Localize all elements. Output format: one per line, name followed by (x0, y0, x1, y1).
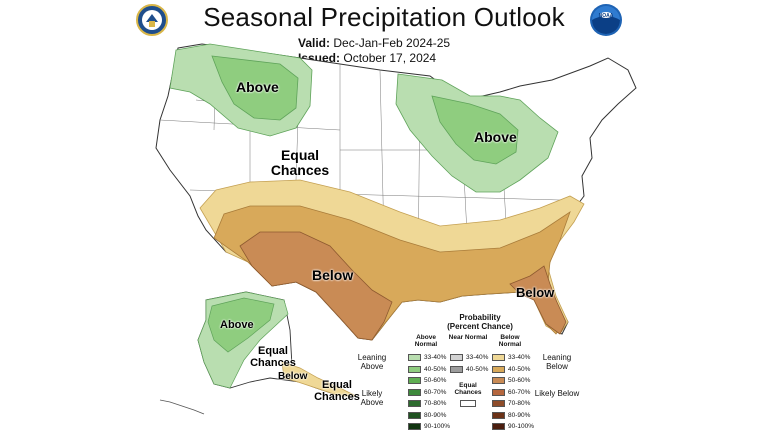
legend-below-swatch (492, 400, 505, 407)
label-ak-equal2-line2: Chances (314, 390, 360, 403)
legend-below-label: 33-40% (508, 354, 531, 361)
label-ak-equal-line2: Chances (250, 356, 296, 369)
label-below-texas: Below (312, 267, 354, 283)
label-ak-equal2-line1: Equal (322, 379, 352, 391)
legend-col-near: Near Normal (448, 334, 488, 341)
legend-below-swatch (492, 423, 505, 430)
valid-line: Valid: Dec-Jan-Feb 2024-25 (298, 36, 450, 50)
legend-below-label: 50-60% (508, 377, 531, 384)
map-title: Seasonal Precipitation Outlook (203, 2, 565, 32)
legend-likely-below: Likely Below (534, 389, 580, 398)
label-ak-equal-chances-2: Equal Chances (312, 379, 362, 403)
legend-col-below: Below Normal (498, 334, 522, 348)
label-equal-line2: Chances (270, 161, 330, 178)
legend-above-label: 33-40% (424, 354, 447, 361)
legend-likely-above: Likely Above (360, 389, 384, 407)
legend-near-swatch (450, 354, 463, 361)
valid-value: Dec-Jan-Feb 2024-25 (333, 36, 451, 50)
legend-above-label: 70-80% (424, 400, 447, 407)
legend-below-label: 70-80% (508, 400, 531, 407)
legend-below-swatch (492, 388, 505, 396)
legend-below-swatch (492, 377, 505, 384)
legend-equal-chances-label: Equal Chances (454, 382, 482, 397)
valid-label: Valid: (298, 36, 331, 50)
below-south-50-florida (509, 265, 567, 335)
label-ak-below: Below (278, 371, 308, 382)
doc-seal-icon (136, 4, 168, 36)
legend-above-swatch (408, 365, 421, 373)
aleutians (159, 399, 205, 415)
noaa-logo-icon: NOAA (590, 4, 622, 36)
legend-above-swatch (408, 400, 421, 407)
issued-value: October 17, 2024 (343, 51, 437, 65)
label-above-greatlakes: Above (474, 129, 517, 145)
legend-below-label: 80-90% (508, 411, 531, 419)
legend-above-label: 60-70% (424, 388, 447, 396)
label-above-northwest: Above (236, 79, 279, 95)
legend-title-line2: (Percent Chance) (447, 321, 513, 331)
legend-above-label: 40-50% (424, 365, 447, 373)
legend-leaning-below: Leaning Below (542, 353, 572, 371)
legend-below-swatch (492, 411, 505, 419)
legend-above-label: 50-60% (424, 377, 447, 384)
legend-below-label: 60-70% (508, 388, 531, 396)
alaska-below-33 (281, 361, 357, 397)
issued-line: Issued: October 17, 2024 (298, 51, 436, 65)
legend-near-swatch (450, 365, 463, 373)
legend-above-swatch (408, 354, 421, 361)
label-equal-chances-center: Equal Chances (270, 148, 330, 177)
legend-equal-chances-swatch (460, 400, 476, 407)
alaska-above-40 (207, 297, 275, 353)
above-northwest-40 (211, 55, 299, 121)
legend-near-label: 33-40% (466, 354, 489, 361)
legend-near-label: 40-50% (466, 365, 489, 373)
legend-title-line1: Probability (459, 313, 501, 322)
legend-leaning-above: Leaning Above (357, 353, 387, 371)
legend-above-swatch (408, 388, 421, 396)
legend-below-swatch (492, 354, 505, 361)
label-ak-above: Above (220, 319, 254, 331)
noaa-logo-text: NOAA (599, 13, 614, 19)
below-south-50-texas (239, 231, 393, 341)
legend-above-label: 80-90% (424, 411, 447, 419)
legend-above-swatch (408, 377, 421, 384)
label-ak-equal-line1: Equal (258, 345, 288, 357)
legend-title: Probability (Percent Chance) (400, 313, 560, 332)
label-ak-equal-chances: Equal Chances (248, 345, 298, 369)
legend-above-swatch (408, 411, 421, 419)
legend-below-label: 40-50% (508, 365, 531, 373)
legend-below-swatch (492, 365, 505, 373)
label-below-florida: Below (516, 285, 555, 300)
legend-above-label: 90-100% (424, 423, 451, 430)
legend-col-above: Above Normal (414, 334, 438, 348)
above-greatlakes-40 (431, 95, 519, 165)
legend-above-swatch (408, 423, 421, 430)
probability-legend: Probability (Percent Chance) Above Norma… (352, 313, 612, 432)
label-equal-line1: Equal (280, 147, 320, 163)
legend-below-label: 90-100% (508, 423, 535, 430)
